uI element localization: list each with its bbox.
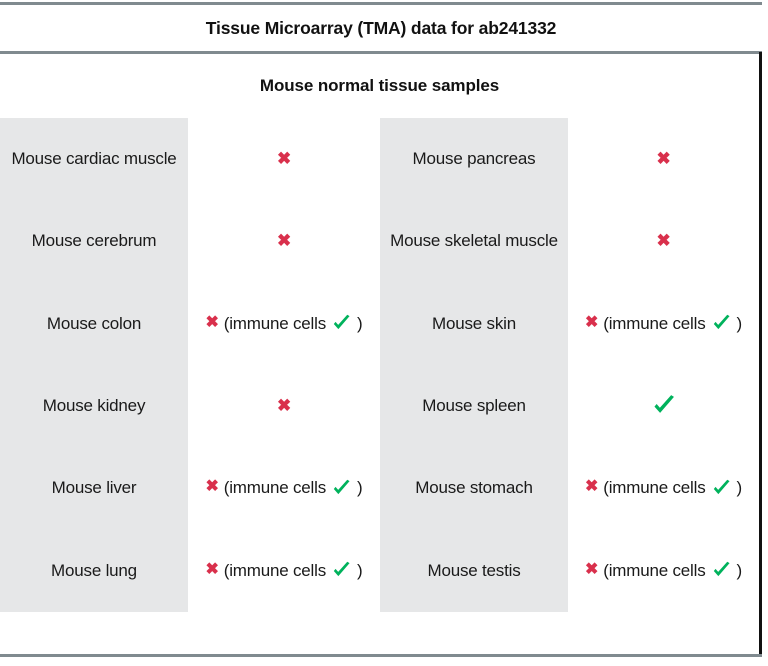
shaded-column-right [380,118,568,612]
result-value: ✖ [276,395,292,415]
tissue-name: Mouse liver [51,478,137,498]
frame-right-border [759,52,762,655]
result-cell: ✖ [188,200,380,282]
tissue-name-cell: Mouse stomach [380,447,568,529]
closing-paren: ) [736,313,743,333]
tissue-name: Mouse cerebrum [31,231,157,251]
result-value [651,393,677,419]
result-cell: ✖ [568,118,759,200]
tissue-name-cell: Mouse liver [0,447,188,529]
tissue-name-cell: Mouse pancreas [380,118,568,200]
divider-under-title [0,51,762,54]
result-cell [568,365,759,447]
figure-title: Tissue Microarray (TMA) data for ab24133… [205,17,557,38]
tissue-name-cell: Mouse spleen [380,365,568,447]
positive-check-icon [711,478,732,499]
negative-cross-icon: ✖ [276,148,292,168]
tissue-name: Mouse cardiac muscle [11,148,177,168]
result-value: ✖ (immune cells) [206,478,363,499]
result-cell: ✖ (immune cells) [188,447,380,529]
tissue-name-cell: Mouse lung [0,530,188,612]
immune-cells-label: (immune cells [223,313,326,333]
negative-cross-icon: ✖ [656,230,671,250]
tissue-name: Mouse skeletal muscle [390,231,558,251]
negative-cross-icon: ✖ [585,478,599,496]
negative-cross-icon: ✖ [276,230,292,250]
tissue-name: Mouse kidney [42,395,146,415]
closing-paren: ) [357,478,363,498]
negative-cross-icon: ✖ [205,313,219,331]
result-value: ✖ (immune cells) [585,313,742,334]
result-cell: ✖ [188,118,380,200]
positive-check-icon [331,560,352,581]
immune-cells-label: (immune cells [603,560,706,580]
tissue-name-cell: Mouse colon [0,283,188,365]
closing-paren: ) [736,560,743,580]
result-cell: ✖ (immune cells) [188,283,380,365]
closing-paren: ) [357,313,363,333]
positive-check-icon [711,313,732,334]
immune-cells-label: (immune cells [223,478,326,498]
section-header-bar: Mouse normal tissue samples [0,55,759,117]
tissue-name: Mouse testis [427,560,521,580]
negative-cross-icon: ✖ [585,313,599,331]
positive-check-icon [331,478,352,499]
positive-check-icon [651,393,677,419]
result-value: ✖ [656,148,671,168]
divider-top [0,2,762,5]
closing-paren: ) [736,478,743,498]
negative-cross-icon: ✖ [585,560,599,578]
closing-paren: ) [357,560,363,580]
result-cell: ✖ (immune cells) [188,530,380,612]
positive-check-icon [331,313,352,334]
positive-check-icon [711,560,732,581]
tissue-results-grid: Mouse cardiac muscle ✖ Mouse pancreas ✖ Mous… [0,118,759,612]
negative-cross-icon: ✖ [656,148,671,168]
result-value: ✖ [276,148,292,168]
tissue-name-cell: Mouse cerebrum [0,200,188,282]
section-header: Mouse normal tissue samples [259,76,500,95]
negative-cross-icon: ✖ [276,395,292,415]
tissue-name-cell: Mouse cardiac muscle [0,118,188,200]
result-cell: ✖ (immune cells) [568,447,759,529]
tissue-name-cell: Mouse testis [380,530,568,612]
figure-title-bar: Tissue Microarray (TMA) data for ab24133… [0,5,762,51]
tissue-name: Mouse colon [46,313,142,333]
tissue-name: Mouse skin [432,313,516,333]
tissue-name-cell: Mouse skin [380,283,568,365]
result-value: ✖ [656,230,671,250]
divider-bottom [0,654,762,657]
shaded-column-left [0,118,188,612]
immune-cells-label: (immune cells [603,478,706,498]
tissue-name: Mouse pancreas [412,148,536,168]
immune-cells-label: (immune cells [603,313,706,333]
tissue-name-cell: Mouse skeletal muscle [380,200,568,282]
tissue-name: Mouse lung [51,560,137,580]
result-value: ✖ (immune cells) [585,560,742,581]
negative-cross-icon: ✖ [205,560,219,578]
negative-cross-icon: ✖ [205,478,219,496]
result-value: ✖ (immune cells) [585,478,742,499]
tissue-name: Mouse spleen [422,395,526,415]
result-value: ✖ (immune cells) [206,560,363,581]
result-cell: ✖ [188,365,380,447]
immune-cells-label: (immune cells [223,560,326,580]
result-cell: ✖ [568,200,759,282]
result-cell: ✖ (immune cells) [568,530,759,612]
result-value: ✖ (immune cells) [206,313,363,334]
tissue-name: Mouse stomach [415,478,533,498]
tissue-name-cell: Mouse kidney [0,365,188,447]
result-cell: ✖ (immune cells) [568,283,759,365]
result-value: ✖ [276,230,292,250]
